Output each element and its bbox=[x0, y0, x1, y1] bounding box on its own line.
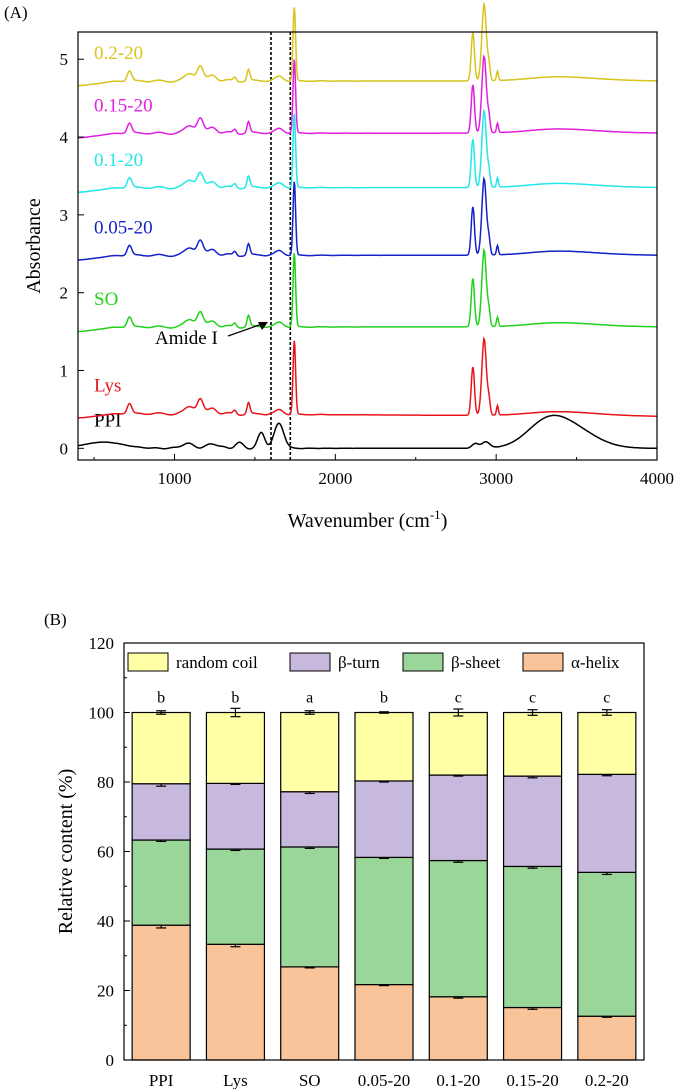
series-label: 0.1-20 bbox=[94, 150, 143, 171]
spectrum-line bbox=[78, 336, 657, 419]
bar-segment bbox=[280, 846, 340, 968]
y-tick-label: 0 bbox=[60, 439, 69, 458]
legend-label: β-turn bbox=[338, 653, 380, 672]
bar-segment bbox=[354, 711, 414, 782]
series-label: Lys bbox=[94, 376, 121, 397]
bar-segment bbox=[502, 775, 563, 868]
bar-segment bbox=[502, 1006, 563, 1061]
y-axis-label-b: Relative content (%) bbox=[55, 769, 77, 935]
y-tick-label: 4 bbox=[60, 128, 69, 147]
bar-segment bbox=[354, 780, 414, 859]
legend-swatch bbox=[289, 652, 331, 672]
y-axis-label: Absorbance bbox=[23, 198, 45, 294]
y-tick-label: 1 bbox=[60, 362, 69, 381]
x-axis-label-close: ) bbox=[441, 510, 448, 532]
x-tick-label: 1000 bbox=[158, 469, 192, 488]
bar-segment bbox=[354, 983, 414, 1061]
spectrum-line bbox=[78, 247, 657, 333]
bar-segment bbox=[428, 711, 488, 776]
ftir-spectra-chart: (A)PPILysSO0.05-200.1-200.15-200.2-20100… bbox=[4, 1, 674, 532]
category-label: PPI bbox=[149, 1071, 174, 1089]
x-tick-label: 2000 bbox=[318, 469, 352, 488]
y-tick-label: 2 bbox=[60, 284, 69, 303]
legend-swatch bbox=[402, 652, 444, 672]
bar-segment bbox=[131, 839, 191, 926]
legend-label: β-sheet bbox=[451, 653, 501, 672]
significance-letter: a bbox=[306, 690, 313, 707]
y-tick-label: 40 bbox=[97, 912, 114, 931]
bar-segment bbox=[131, 711, 191, 785]
bar-segment bbox=[577, 773, 637, 873]
y-tick-label: 80 bbox=[97, 773, 114, 792]
spectrum-line bbox=[78, 108, 657, 193]
panel-label-a: (A) bbox=[4, 3, 28, 22]
spectrum-line bbox=[78, 1, 657, 87]
legend-label: random coil bbox=[176, 653, 258, 672]
bar-segment bbox=[280, 966, 340, 1061]
legend-label: α-helix bbox=[571, 653, 620, 672]
series-label: SO bbox=[94, 289, 118, 310]
legend-swatch bbox=[127, 652, 169, 672]
bar-segment bbox=[205, 782, 266, 850]
annotation-arrow-line bbox=[227, 323, 263, 337]
category-label: 0.15-20 bbox=[506, 1071, 558, 1089]
category-label: 0.1-20 bbox=[436, 1071, 480, 1089]
significance-letter: c bbox=[455, 690, 462, 707]
y-tick-label: 20 bbox=[97, 982, 114, 1001]
panel-label-b: (B) bbox=[44, 610, 67, 629]
bar-segment bbox=[577, 1015, 637, 1061]
y-tick-label: 100 bbox=[89, 704, 115, 723]
bar-segment bbox=[280, 791, 340, 848]
bar-segment bbox=[280, 711, 340, 793]
category-label: 0.2-20 bbox=[585, 1071, 629, 1089]
legend-swatch bbox=[522, 652, 564, 672]
y-tick-label: 5 bbox=[60, 50, 69, 69]
category-label: SO bbox=[299, 1071, 321, 1089]
significance-letter: b bbox=[380, 690, 388, 707]
bar-segment bbox=[428, 996, 488, 1061]
secondary-structure-bar-chart: (B)aafbPPIbbebLysccdaSOddcb0.05-20eebc0.… bbox=[44, 610, 645, 1089]
bar-segment bbox=[577, 711, 637, 775]
x-axis-label-main: Wavenumber (cm bbox=[288, 510, 431, 532]
bar-segment bbox=[131, 924, 191, 1061]
significance-letter: c bbox=[603, 690, 610, 707]
annotation-arrow-head bbox=[258, 322, 268, 330]
significance-letter: c bbox=[529, 690, 536, 707]
y-tick-label: 3 bbox=[60, 206, 69, 225]
x-axis-label-sup: -1 bbox=[430, 507, 441, 522]
y-tick-label: 120 bbox=[89, 634, 115, 653]
series-label: 0.05-20 bbox=[94, 218, 153, 239]
plot-frame-a bbox=[77, 31, 658, 461]
x-tick-label: 3000 bbox=[479, 469, 513, 488]
spectrum-line bbox=[77, 414, 657, 450]
bar-segment bbox=[428, 774, 488, 862]
bar-segment bbox=[131, 783, 191, 841]
bar-segment bbox=[428, 859, 488, 998]
bar-segment bbox=[205, 943, 266, 1061]
x-tick-label: 4000 bbox=[640, 469, 674, 488]
y-tick-label: 0 bbox=[106, 1051, 115, 1070]
bar-segment bbox=[502, 865, 563, 1009]
category-label: 0.05-20 bbox=[358, 1071, 410, 1089]
bar-segment bbox=[502, 711, 563, 777]
amide-i-annotation: Amide I bbox=[155, 328, 218, 349]
significance-letter: b bbox=[157, 690, 165, 707]
y-tick-label: 60 bbox=[97, 843, 114, 862]
category-label: Lys bbox=[223, 1071, 248, 1089]
significance-letter: b bbox=[231, 690, 239, 707]
x-axis-label: Wavenumber (cm-1) bbox=[288, 507, 448, 532]
bar-segment bbox=[205, 711, 266, 784]
bar-segment bbox=[205, 848, 266, 945]
spectrum-line bbox=[78, 175, 657, 261]
bar-segment bbox=[577, 871, 637, 1017]
spectrum-line bbox=[78, 53, 658, 139]
series-label: 0.15-20 bbox=[94, 95, 153, 116]
bar-segment bbox=[354, 856, 414, 986]
series-label: 0.2-20 bbox=[94, 43, 143, 64]
